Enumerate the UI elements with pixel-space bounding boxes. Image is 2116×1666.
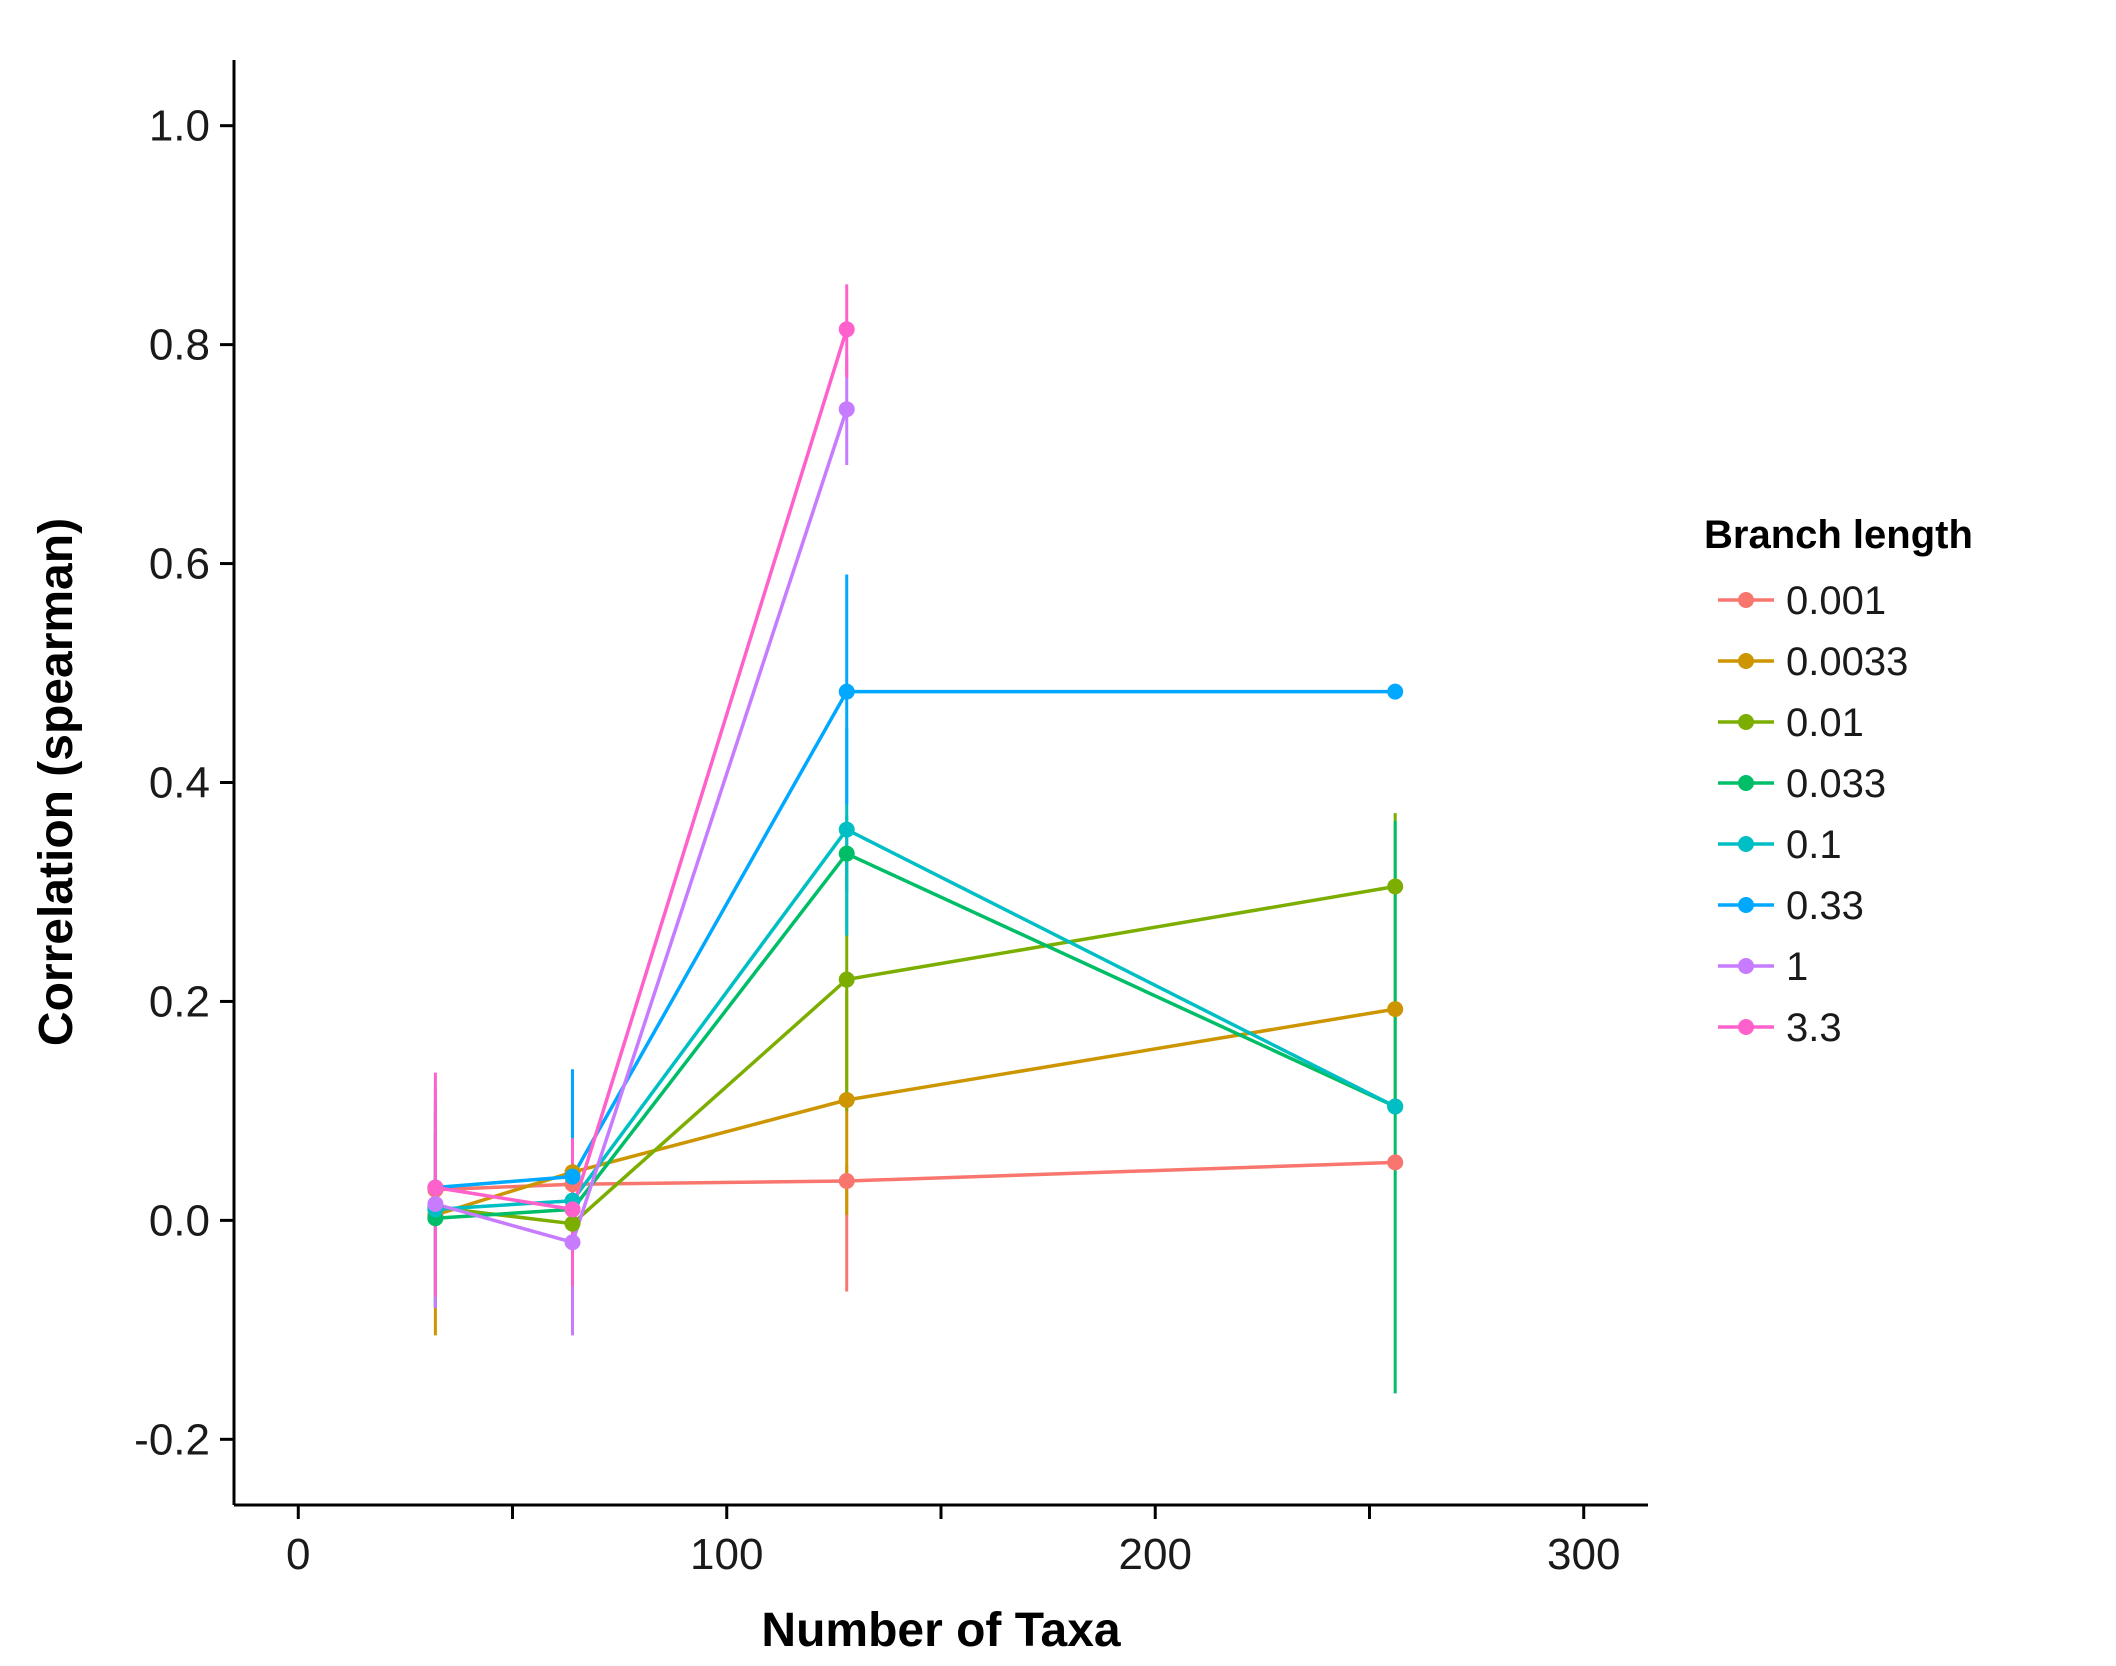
data-point	[564, 1234, 581, 1251]
data-point	[564, 1168, 581, 1185]
y-ticks: -0.2 0.0 0.2 0.4 0.6 0.8 1.0	[134, 102, 234, 1464]
legend-title: Branch length	[1704, 513, 1973, 557]
data-point	[838, 1172, 855, 1189]
data-point	[838, 1091, 855, 1108]
legend-key-point	[1738, 592, 1754, 608]
legend-entry-label: 0.01	[1786, 701, 1864, 745]
data-point	[838, 321, 855, 338]
x-ticks: 0 100 200 300	[286, 1505, 1620, 1579]
points	[427, 321, 1404, 1251]
legend-key-point	[1738, 1019, 1754, 1035]
legend-key-point	[1738, 836, 1754, 852]
data-point	[1387, 1001, 1404, 1018]
y-tick-label: 0.8	[149, 321, 210, 370]
series-line	[435, 827, 1396, 1212]
y-tick-label: 0.0	[149, 1196, 210, 1245]
x-tick-label: 200	[1119, 1530, 1192, 1579]
legend-key-point	[1738, 653, 1754, 669]
legend: Branch length 0.001 0.0033 0.01 0.033 0.1 0.3…	[1704, 513, 1973, 1050]
legend-entry-label: 0.033	[1786, 762, 1886, 806]
data-point	[838, 821, 855, 838]
x-axis-title: Number of Taxa	[761, 1604, 1120, 1657]
data-point	[838, 401, 855, 418]
legend-key-point	[1738, 714, 1754, 730]
legend-key-point	[1738, 775, 1754, 791]
legend-entry-label: 0.0033	[1786, 640, 1908, 684]
series-line	[434, 1007, 1396, 1217]
legend-entry-label: 0.1	[1786, 823, 1842, 867]
data-point	[1387, 1098, 1404, 1115]
legend-entry-label: 0.33	[1786, 884, 1864, 928]
y-tick-label: 0.6	[149, 540, 210, 589]
data-point	[564, 1215, 581, 1232]
data-point	[1387, 1154, 1404, 1171]
legend-entry-label: 1	[1786, 945, 1808, 989]
series-line	[435, 1160, 1396, 1192]
data-point	[427, 1195, 444, 1212]
legend-entry-label: 0.001	[1786, 579, 1886, 623]
legend-key-point	[1738, 958, 1754, 974]
data-point	[564, 1201, 581, 1218]
series-line	[435, 689, 1396, 1190]
data-point	[1387, 683, 1404, 700]
data-point	[838, 845, 855, 862]
y-tick-label: 0.2	[149, 977, 210, 1026]
y-tick-label: -0.2	[134, 1415, 210, 1464]
data-point	[427, 1179, 444, 1196]
legend-entry-label: 3.3	[1786, 1006, 1842, 1050]
series-line	[435, 851, 1396, 1220]
x-tick-label: 100	[690, 1530, 763, 1579]
x-tick-label: 0	[286, 1530, 310, 1579]
data-point	[838, 683, 855, 700]
legend-key-point	[1738, 897, 1754, 913]
x-tick-label: 300	[1547, 1530, 1620, 1579]
y-axis-title: Correlation (spearman)	[30, 518, 83, 1046]
data-point	[838, 971, 855, 988]
data-point	[1387, 878, 1404, 895]
y-tick-label: 1.0	[149, 102, 210, 151]
y-tick-label: 0.4	[149, 759, 210, 808]
